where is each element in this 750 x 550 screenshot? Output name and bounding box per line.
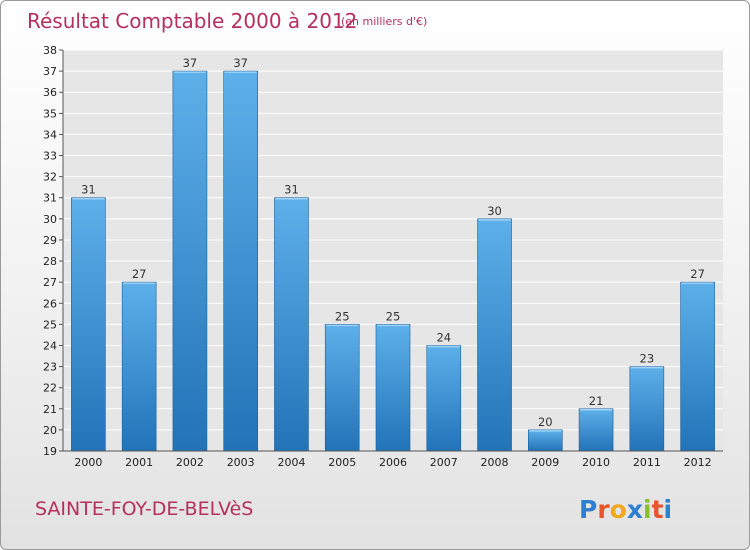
x-tick-label: 2006 bbox=[379, 456, 407, 469]
bar-2010 bbox=[578, 408, 614, 452]
y-tick-label: 25 bbox=[43, 318, 57, 331]
bar-2003 bbox=[223, 70, 258, 452]
x-tick-label: 2012 bbox=[684, 456, 712, 469]
x-tick-label: 2007 bbox=[430, 456, 458, 469]
logo-letter: i bbox=[643, 495, 652, 524]
logo-letter: x bbox=[627, 495, 643, 524]
logo-letter: t bbox=[652, 495, 664, 524]
bar-value-label: 21 bbox=[589, 394, 604, 408]
bar-2012 bbox=[680, 281, 715, 452]
proxiti-logo: Proxiti bbox=[579, 495, 672, 524]
bar-2005 bbox=[324, 324, 360, 452]
chart-subtitle: (en milliers d'€) bbox=[341, 15, 427, 28]
x-tick-label: 2001 bbox=[125, 456, 153, 469]
x-axis: 2000 2001 2002 2003 2004 2005 2006 2007 2008 2009… bbox=[63, 450, 723, 469]
y-tick-label: 22 bbox=[43, 382, 57, 395]
y-tick-label: 28 bbox=[43, 255, 57, 268]
bar-value-label: 20 bbox=[538, 415, 553, 429]
x-tick-label: 2000 bbox=[74, 456, 102, 469]
y-tick-label: 32 bbox=[43, 171, 57, 184]
bar-value-label: 37 bbox=[183, 56, 198, 70]
logo-letter: i bbox=[664, 495, 673, 524]
y-axis: 19 20 21 22 23 24 25 26 27 28 29 30 31 32 33 34 35 36 37 38 bbox=[43, 44, 64, 458]
bar-value-label: 37 bbox=[233, 56, 248, 70]
bar-2008 bbox=[477, 218, 512, 452]
x-tick-label: 2009 bbox=[531, 456, 559, 469]
bar-2007 bbox=[426, 345, 462, 452]
x-tick-label: 2003 bbox=[227, 456, 255, 469]
x-tick-label: 2002 bbox=[176, 456, 204, 469]
y-tick-label: 37 bbox=[43, 65, 57, 78]
logo-letter: P bbox=[579, 495, 597, 524]
bar-value-label: 25 bbox=[386, 309, 401, 323]
y-tick-label: 35 bbox=[43, 107, 57, 120]
chart-title: Résultat Comptable 2000 à 2012 bbox=[27, 9, 357, 33]
bar-2009 bbox=[528, 429, 563, 452]
x-tick-label: 2004 bbox=[277, 456, 305, 469]
bar-2004 bbox=[274, 197, 309, 452]
bar-2001 bbox=[121, 281, 157, 452]
x-tick-label: 2005 bbox=[328, 456, 356, 469]
y-tick-label: 21 bbox=[43, 403, 57, 416]
y-tick-label: 26 bbox=[43, 297, 57, 310]
bar-value-label: 27 bbox=[690, 267, 705, 281]
bar-2000 bbox=[71, 197, 106, 452]
y-tick-label: 33 bbox=[43, 150, 57, 163]
y-tick-label: 27 bbox=[43, 276, 57, 289]
y-tick-label: 19 bbox=[43, 445, 57, 458]
x-tick-label: 2008 bbox=[481, 456, 509, 469]
y-tick-label: 20 bbox=[43, 424, 57, 437]
bars: 31 27 37 37 31 25 25 24 30 20 21 23 27 bbox=[71, 56, 715, 452]
bar-value-label: 24 bbox=[436, 330, 451, 344]
bar-value-label: 31 bbox=[284, 183, 299, 197]
commune-name: SAINTE-FOY-DE-BELVèS bbox=[35, 498, 253, 520]
bar-2006 bbox=[375, 324, 411, 452]
bar-value-label: 30 bbox=[487, 204, 502, 218]
y-tick-label: 38 bbox=[43, 44, 57, 57]
bar-value-label: 27 bbox=[132, 267, 147, 281]
logo-letter: o bbox=[610, 495, 627, 524]
bar-value-label: 31 bbox=[81, 183, 96, 197]
y-tick-label: 34 bbox=[43, 128, 57, 141]
x-tick-label: 2011 bbox=[633, 456, 661, 469]
bar-2011 bbox=[629, 366, 665, 452]
y-tick-label: 30 bbox=[43, 213, 57, 226]
logo-letter: r bbox=[597, 495, 610, 524]
y-tick-label: 31 bbox=[43, 192, 57, 205]
y-tick-label: 23 bbox=[43, 361, 57, 374]
bar-value-label: 23 bbox=[640, 352, 655, 366]
x-tick-label: 2010 bbox=[582, 456, 610, 469]
bar-2002 bbox=[172, 70, 208, 452]
bar-value-label: 25 bbox=[335, 309, 350, 323]
y-tick-label: 24 bbox=[43, 339, 57, 352]
y-tick-label: 29 bbox=[43, 234, 57, 247]
y-tick-label: 36 bbox=[43, 86, 57, 99]
